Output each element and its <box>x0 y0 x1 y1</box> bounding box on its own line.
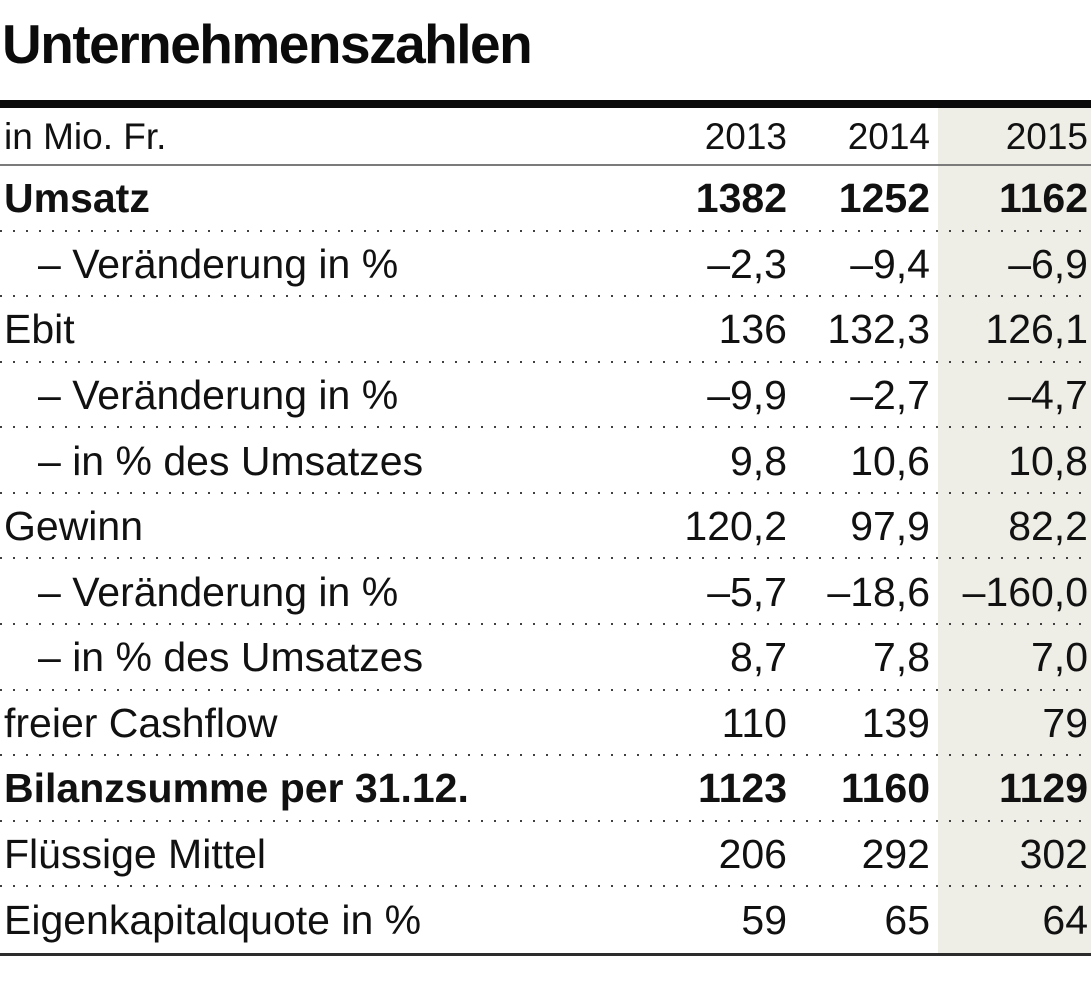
value-2013: 206 <box>718 831 787 878</box>
table-row-gewinn: Gewinn 120,2 97,9 82,2 <box>0 493 1091 560</box>
value-2013: –5,7 <box>707 568 787 615</box>
row-label: Gewinn <box>4 503 144 550</box>
value-2015: –160,0 <box>962 568 1088 615</box>
page-title: Unternehmenszahlen <box>2 13 533 75</box>
table-row-ebit-veraenderung: – Veränderung in % –9,9 –2,7 –4,7 <box>0 362 1091 429</box>
row-label: – Veränderung in % <box>38 240 399 287</box>
row-label: Ebit <box>4 306 75 353</box>
figures-table: in Mio. Fr. 2013 2014 2015 Umsatz 1382 1… <box>0 108 1091 953</box>
column-header-2015: 2015 <box>1005 115 1088 157</box>
value-2014: –18,6 <box>827 568 930 615</box>
value-2014: 65 <box>884 896 930 943</box>
value-2014: –9,4 <box>850 240 930 287</box>
table-row-ebit: Ebit 136 132,3 126,1 <box>0 297 1091 363</box>
table-row-ebit-marge: – in % des Umsatzes 9,8 10,6 10,8 <box>0 428 1091 494</box>
value-2015: 79 <box>1042 699 1088 746</box>
value-2013: 8,7 <box>730 634 787 681</box>
row-label: – in % des Umsatzes <box>38 437 424 484</box>
table-row-bilanzsumme: Bilanzsumme per 31.12. 1123 1160 1129 <box>0 756 1091 822</box>
value-2015: –6,9 <box>1008 240 1088 287</box>
column-header-2013: 2013 <box>704 115 787 157</box>
value-2013: 1123 <box>698 765 787 812</box>
value-2013: 1382 <box>695 175 787 222</box>
row-label: – Veränderung in % <box>38 568 399 615</box>
value-2015: 1129 <box>999 765 1088 812</box>
column-header-2014: 2014 <box>847 115 930 157</box>
table-row-gewinn-marge: – in % des Umsatzes 8,7 7,8 7,0 <box>0 625 1091 691</box>
value-2014: 292 <box>861 831 930 878</box>
top-rule <box>0 100 1091 108</box>
value-2014: 139 <box>861 699 930 746</box>
value-2015: 7,0 <box>1031 634 1088 681</box>
table-row-fluessige-mittel: Flüssige Mittel 206 292 302 <box>0 821 1091 888</box>
value-2013: 59 <box>741 896 787 943</box>
value-2013: 120,2 <box>684 503 787 550</box>
value-2013: 110 <box>721 699 787 746</box>
value-2014: –2,7 <box>850 372 930 419</box>
value-2015: 1162 <box>999 175 1088 222</box>
row-label: Eigenkapitalquote in % <box>4 896 422 943</box>
row-label: freier Cashflow <box>4 699 278 746</box>
value-2015: 64 <box>1042 896 1088 943</box>
value-2014: 97,9 <box>850 503 930 550</box>
value-2015: 302 <box>1019 831 1088 878</box>
bottom-rule <box>0 953 1091 956</box>
value-2014: 132,3 <box>827 306 930 353</box>
row-label: – Veränderung in % <box>38 372 399 419</box>
table-header-row: in Mio. Fr. 2013 2014 2015 <box>0 108 1091 166</box>
table-row-freier-cashflow: freier Cashflow 110 139 79 <box>0 690 1091 757</box>
table-row-umsatz-veraenderung: – Veränderung in % –2,3 –9,4 –6,9 <box>0 231 1091 298</box>
value-2014: 7,8 <box>873 634 930 681</box>
row-label: Umsatz <box>4 175 150 222</box>
value-2015: –4,7 <box>1008 372 1088 419</box>
value-2013: 9,8 <box>730 437 787 484</box>
value-2013: –2,3 <box>707 240 787 287</box>
row-label: – in % des Umsatzes <box>38 634 424 681</box>
value-2015: 10,8 <box>1008 437 1088 484</box>
value-2014: 1252 <box>838 175 930 222</box>
value-2015: 126,1 <box>985 306 1088 353</box>
value-2015: 82,2 <box>1008 503 1088 550</box>
value-2014: 10,6 <box>850 437 930 484</box>
unit-label: in Mio. Fr. <box>4 115 167 157</box>
value-2014: 1160 <box>841 765 930 812</box>
value-2013: 136 <box>718 306 787 353</box>
row-label: Bilanzsumme per 31.12. <box>4 765 469 812</box>
table-row-gewinn-veraenderung: – Veränderung in % –5,7 –18,6 –160,0 <box>0 559 1091 626</box>
value-2013: –9,9 <box>707 372 787 419</box>
table-row-umsatz: Umsatz 1382 1252 1162 <box>0 166 1091 232</box>
table-row-eigenkapitalquote: Eigenkapitalquote in % 59 65 64 <box>0 887 1091 953</box>
row-label: Flüssige Mittel <box>4 831 267 878</box>
